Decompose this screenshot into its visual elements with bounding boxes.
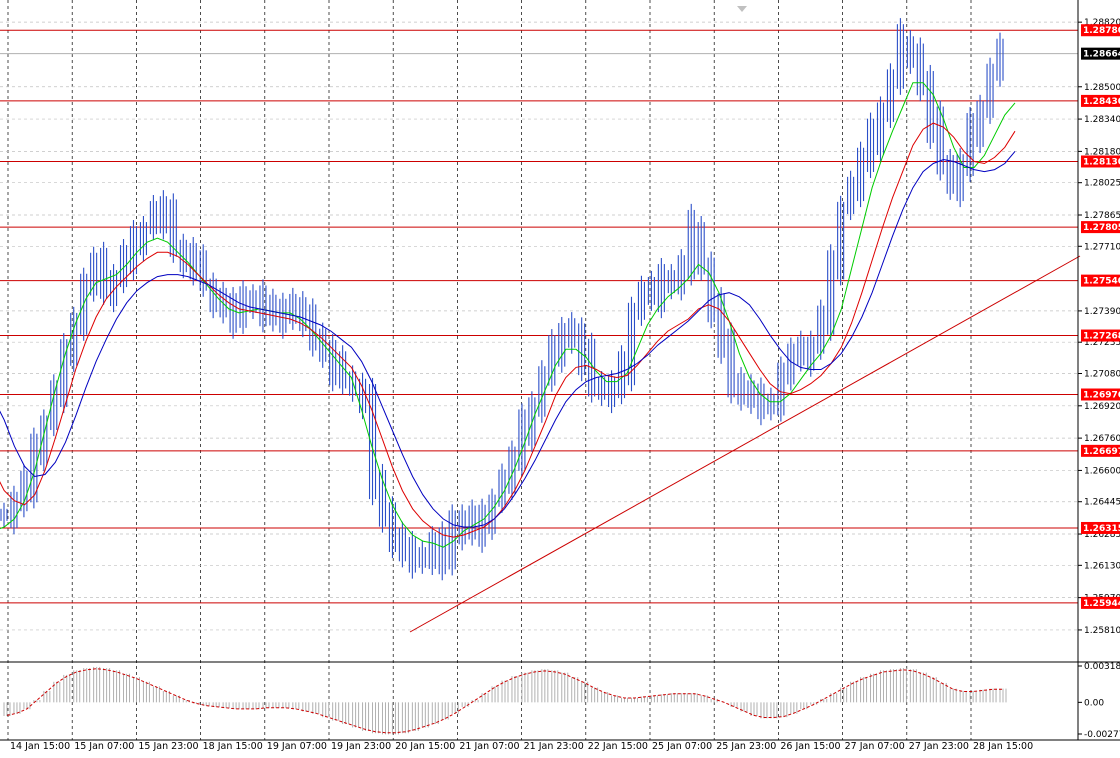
price-tick-label: 1.26760 <box>1084 434 1120 444</box>
x-tick-label: 20 Jan 15:00 <box>395 741 455 752</box>
price-tick-label: 1.27080 <box>1084 370 1120 380</box>
level-tag <box>1081 444 1120 457</box>
x-tick-label: 19 Jan 07:00 <box>267 741 327 752</box>
ma_mid-line <box>0 122 1016 538</box>
x-tick-label: 14 Jan 15:00 <box>10 741 70 752</box>
level-tag-label: 1.26976 <box>1083 391 1120 401</box>
osc-tick-label: 0.00318 <box>1084 662 1120 672</box>
ma_slow-line <box>0 151 1016 528</box>
level-tag-label: 1.26315 <box>1083 524 1120 534</box>
axes <box>0 0 1120 741</box>
x-tick-label: 28 Jan 15:00 <box>973 741 1033 752</box>
oscillator-signal-line <box>6 668 1003 734</box>
oscillator-panel <box>3 666 1007 735</box>
price-tick-label: 1.27865 <box>1084 211 1120 221</box>
x-tick-label: 26 Jan 15:00 <box>780 741 840 752</box>
price-tick-label: 1.26285 <box>1084 530 1120 540</box>
x-tick-label: 22 Jan 15:00 <box>588 741 648 752</box>
price-tick-label: 1.26600 <box>1084 466 1120 476</box>
level-tag <box>1081 94 1120 107</box>
x-tick-label: 15 Jan 23:00 <box>138 741 198 752</box>
x-tick-label: 25 Jan 07:00 <box>652 741 712 752</box>
price-tick-label: 1.28025 <box>1084 179 1120 189</box>
level-tag-label: 1.27540 <box>1083 277 1120 287</box>
level-tag <box>1081 221 1120 234</box>
price-tick-label: 1.27235 <box>1084 338 1120 348</box>
x-tick-label: 18 Jan 15:00 <box>203 741 263 752</box>
level-tag <box>1081 274 1120 287</box>
x-tick-label: 19 Jan 23:00 <box>331 741 391 752</box>
price-tick-label: 1.25810 <box>1084 626 1120 636</box>
x-tick-label: 15 Jan 07:00 <box>74 741 134 752</box>
price-tick-label: 1.26130 <box>1084 561 1120 571</box>
level-tag <box>1081 155 1120 168</box>
price-tick-label: 1.28180 <box>1084 147 1120 157</box>
x-tick-label: 25 Jan 23:00 <box>716 741 776 752</box>
level-tag-label: 1.28430 <box>1083 97 1120 107</box>
price-tick-label: 1.26920 <box>1084 402 1120 412</box>
level-tag-label: 1.26697 <box>1083 447 1120 457</box>
ma_fast-line <box>0 82 1016 548</box>
level-tag-label: 1.25944 <box>1083 599 1120 609</box>
tick-labels: 14 Jan 15:00 15 Jan 07:00 15 Jan 23:00 18 J… <box>10 18 1120 752</box>
level-tag-label: 1.27805 <box>1083 223 1120 233</box>
trendline-line[interactable] <box>409 255 1081 633</box>
price-tick-label: 1.28500 <box>1084 83 1120 93</box>
trendline[interactable] <box>409 255 1081 633</box>
level-tag-label: 1.28780 <box>1083 26 1120 36</box>
level-tag-label: 1.28130 <box>1083 157 1120 167</box>
moving-averages <box>0 82 1016 548</box>
level-tag-label: 1.27268 <box>1083 332 1120 342</box>
level-tag <box>1081 596 1120 609</box>
osc-tick-label: 0.00 <box>1084 698 1104 708</box>
price-tick-label: 1.27390 <box>1084 307 1120 317</box>
level-tag-label: 1.28664 <box>1083 50 1120 60</box>
level-tag <box>1081 24 1120 37</box>
scroll-marker-icon[interactable] <box>737 6 747 12</box>
x-tick-label: 21 Jan 07:00 <box>459 741 519 752</box>
x-tick-label: 27 Jan 07:00 <box>845 741 905 752</box>
horizontal-levels[interactable] <box>0 29 1078 604</box>
price-tick-label: 1.28340 <box>1084 115 1120 125</box>
level-tags: 1.28780 1.28664 1.28430 1.28130 1.27805 1.275… <box>1081 24 1120 609</box>
x-tick-label: 27 Jan 23:00 <box>909 741 969 752</box>
price-tick-label: 1.27710 <box>1084 242 1120 252</box>
x-tick-label: 21 Jan 23:00 <box>524 741 584 752</box>
level-tag <box>1081 521 1120 534</box>
level-tag <box>1081 388 1120 401</box>
level-tag <box>1081 47 1120 60</box>
price-tick-label: 1.28820 <box>1084 18 1120 28</box>
price-tick-label: 1.26445 <box>1084 498 1120 508</box>
osc-tick-label: -0.00277 <box>1084 730 1120 740</box>
level-tag <box>1081 329 1120 342</box>
